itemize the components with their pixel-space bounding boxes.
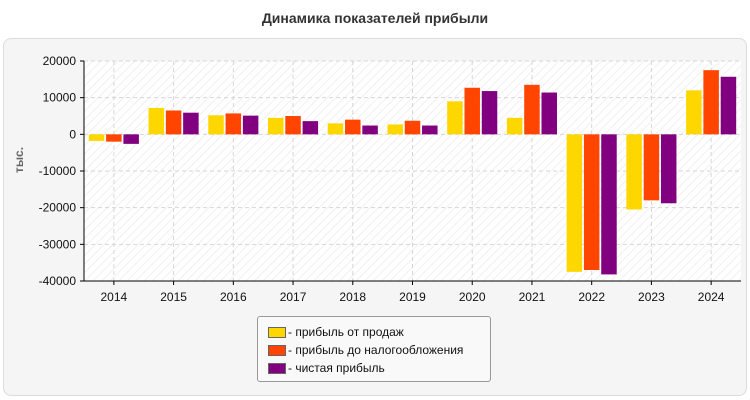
y-tick-label: -30000 <box>39 237 77 251</box>
legend-item: - чистая прибыль <box>268 359 490 377</box>
bar <box>387 124 403 135</box>
legend-label: - прибыль от продаж <box>288 325 404 339</box>
y-tick-label: -10000 <box>39 164 77 178</box>
x-tick-label: 2019 <box>399 290 426 304</box>
bar <box>404 120 421 135</box>
x-tick-label: 2024 <box>698 290 725 304</box>
bar <box>242 115 259 135</box>
bar <box>541 92 558 135</box>
bar <box>225 113 242 135</box>
legend-label: - прибыль до налогообложения <box>288 343 464 357</box>
bar <box>626 134 642 210</box>
x-tick-label: 2018 <box>339 290 366 304</box>
x-tick-label: 2016 <box>220 290 247 304</box>
bars <box>88 70 737 275</box>
bar <box>506 117 523 135</box>
x-tick-label: 2015 <box>160 290 187 304</box>
bar <box>123 134 139 144</box>
bar <box>703 70 719 135</box>
bar <box>583 134 600 270</box>
chart-title: Динамика показателей прибыли <box>261 10 489 26</box>
bar <box>88 134 105 141</box>
x-tick-label: 2023 <box>638 290 665 304</box>
x-tick-label: 2022 <box>578 290 605 304</box>
bar <box>183 112 199 135</box>
x-tick-label: 2014 <box>101 290 128 304</box>
x-tick-label: 2017 <box>280 290 307 304</box>
legend-swatch <box>268 326 286 338</box>
bar <box>464 87 480 135</box>
bar <box>481 91 498 135</box>
bar <box>106 134 122 142</box>
bar <box>148 107 165 135</box>
bar <box>345 119 361 135</box>
y-tick-label: 10000 <box>43 91 77 105</box>
bar <box>285 116 301 135</box>
bar <box>447 101 463 135</box>
legend-item: - прибыль до налогообложения <box>268 341 490 359</box>
bar <box>643 134 660 201</box>
axes: 20000 10000 0 -10000 -20000 -30000 -40000 2014 2… <box>39 54 741 304</box>
bar <box>362 125 378 135</box>
bar <box>327 123 344 135</box>
bar <box>601 134 617 275</box>
legend: - прибыль от продаж - прибыль до налогоо… <box>257 316 491 382</box>
bar <box>267 117 284 135</box>
legend-item: - прибыль от продаж <box>268 323 490 341</box>
bar <box>422 125 438 135</box>
bar <box>524 84 540 135</box>
y-axis-label: тыс. <box>12 147 26 173</box>
y-tick-label: 0 <box>69 127 76 141</box>
y-tick-label: -40000 <box>39 274 77 288</box>
y-tick-label: -20000 <box>39 201 77 215</box>
x-tick-label: 2021 <box>519 290 546 304</box>
bar <box>566 134 583 272</box>
legend-label: - чистая прибыль <box>288 361 385 375</box>
legend-swatch <box>268 344 286 356</box>
legend-swatch <box>268 362 286 374</box>
x-tick-label: 2020 <box>459 290 486 304</box>
y-tick-label: 20000 <box>43 54 77 68</box>
bar <box>720 76 737 135</box>
bar <box>302 121 319 135</box>
bar <box>165 110 182 135</box>
bar <box>208 115 224 135</box>
bar <box>660 134 677 204</box>
bar <box>686 90 702 135</box>
